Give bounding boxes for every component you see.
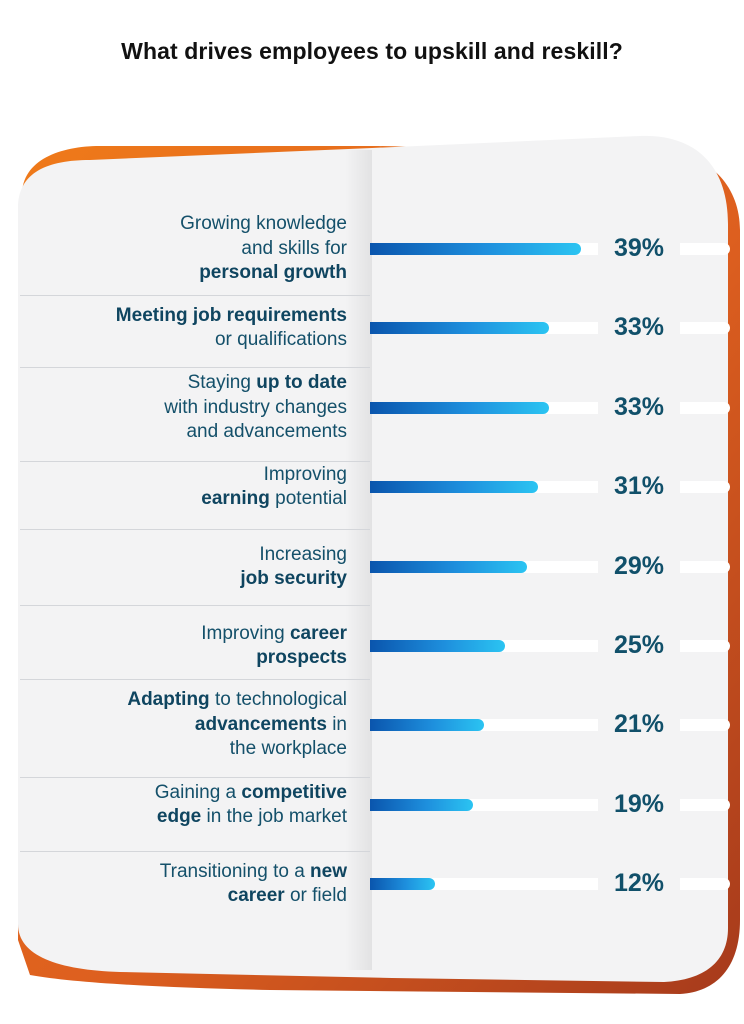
- value-label: 25%: [613, 631, 665, 659]
- label-text: Gaining a: [154, 781, 242, 803]
- label-text: and advancements: [186, 421, 347, 443]
- category-label-line: job security: [40, 567, 347, 592]
- category-label-line: the workplace: [40, 737, 347, 762]
- label-text: to technological: [209, 689, 347, 711]
- label-text: in: [326, 713, 347, 735]
- category-label-line: Improving: [40, 463, 347, 488]
- label-emphasis: prospects: [256, 647, 347, 668]
- label-emphasis: competitive: [241, 781, 347, 803]
- label-emphasis: edge: [156, 806, 202, 827]
- label-emphasis: personal growth: [199, 262, 347, 284]
- label-text: and skills for: [241, 237, 347, 259]
- row-divider: [20, 529, 370, 530]
- category-label-line: Gaining a competitive: [40, 781, 347, 806]
- bar: [370, 719, 484, 731]
- category-label-line: and advancements: [40, 420, 347, 445]
- row-divider: [20, 367, 370, 368]
- category-label-line: Growing knowledge: [40, 212, 347, 237]
- label-text: with industry changes: [164, 396, 347, 418]
- category-label: Improving earning potential: [40, 463, 347, 512]
- value-label-bg: [598, 390, 680, 426]
- value-label: 31%: [613, 472, 665, 500]
- category-label: Growing knowledge and skills for personal …: [40, 212, 347, 286]
- bar: [370, 561, 527, 573]
- value-label: 21%: [613, 710, 665, 738]
- category-label-line: Transitioning to a new: [40, 860, 347, 885]
- label-text: the workplace: [229, 738, 347, 760]
- label-emphasis: career: [227, 885, 285, 906]
- label-emphasis: earning: [201, 488, 270, 509]
- bar: [370, 243, 581, 255]
- label-text: Increasing: [259, 543, 347, 565]
- value-label-bg: [598, 866, 680, 902]
- category-label: Transitioning to a new career or field: [40, 860, 347, 909]
- value-label: 33%: [613, 393, 665, 421]
- bar: [370, 799, 473, 811]
- category-label-line: and skills for: [40, 237, 347, 262]
- category-label: Improving career prospects: [40, 622, 347, 671]
- label-emphasis: advancements: [194, 713, 327, 735]
- category-label: Staying up to date with industry changes a…: [40, 371, 347, 445]
- value-label-bg: [598, 231, 680, 267]
- label-text: or field: [284, 885, 347, 906]
- label-text: Improving: [201, 622, 290, 644]
- category-label-line: edge in the job market: [40, 805, 347, 830]
- value-label-bg: [598, 628, 680, 664]
- bar: [370, 878, 435, 890]
- category-label-line: prospects: [40, 646, 347, 671]
- value-label: 12%: [613, 869, 665, 897]
- label-text: Improving: [263, 463, 347, 485]
- row-divider: [20, 679, 370, 680]
- category-label-line: career or field: [40, 884, 347, 909]
- value-label: 29%: [613, 552, 665, 580]
- value-label-bg: [598, 787, 680, 823]
- label-emphasis: career: [289, 622, 347, 644]
- value-label-bg: [598, 707, 680, 743]
- category-label-line: Adapting to technological: [40, 688, 347, 713]
- category-label: Increasing job security: [40, 543, 347, 592]
- label-text: or qualifications: [214, 329, 347, 350]
- category-label-line: Staying up to date: [40, 371, 347, 396]
- row-divider: [20, 777, 370, 778]
- label-column-shade: [345, 150, 372, 970]
- label-emphasis: Meeting job requirements: [115, 304, 347, 326]
- card-body: [18, 135, 728, 982]
- label-text: Transitioning to a: [159, 860, 311, 882]
- category-label-line: earning potential: [40, 487, 347, 512]
- label-emphasis: job security: [240, 568, 347, 589]
- bar: [370, 640, 505, 652]
- label-emphasis: new: [310, 860, 347, 882]
- row-divider: [20, 461, 370, 462]
- category-label-line: Improving career: [40, 622, 347, 647]
- bar: [370, 481, 538, 493]
- label-text: Growing knowledge: [180, 213, 347, 235]
- value-label: 39%: [613, 234, 665, 262]
- category-label-line: Meeting job requirements: [40, 304, 347, 329]
- value-label-bg: [598, 310, 680, 346]
- category-label: Gaining a competitive edge in the job mar…: [40, 781, 347, 830]
- category-label-line: personal growth: [40, 261, 347, 286]
- row-divider: [20, 605, 370, 606]
- category-label-line: with industry changes: [40, 396, 347, 421]
- label-text: Staying: [187, 372, 257, 394]
- category-label-line: advancements in: [40, 713, 347, 738]
- row-divider: [20, 295, 370, 296]
- category-label: Meeting job requirements or qualification…: [40, 304, 347, 353]
- label-text: in the job market: [201, 806, 347, 827]
- label-text: potential: [269, 488, 347, 509]
- category-label-line: or qualifications: [40, 328, 347, 353]
- row-divider: [20, 851, 370, 852]
- value-label-bg: [598, 549, 680, 585]
- value-label: 33%: [613, 313, 665, 341]
- bar: [370, 322, 549, 334]
- label-emphasis: up to date: [256, 372, 347, 394]
- category-label: Adapting to technological advancements in…: [40, 688, 347, 762]
- chart-title: What drives employees to upskill and res…: [121, 38, 623, 64]
- category-label-line: Increasing: [40, 543, 347, 568]
- label-emphasis: Adapting: [127, 689, 210, 711]
- bar: [370, 402, 549, 414]
- value-label-bg: [598, 469, 680, 505]
- value-label: 19%: [613, 790, 665, 818]
